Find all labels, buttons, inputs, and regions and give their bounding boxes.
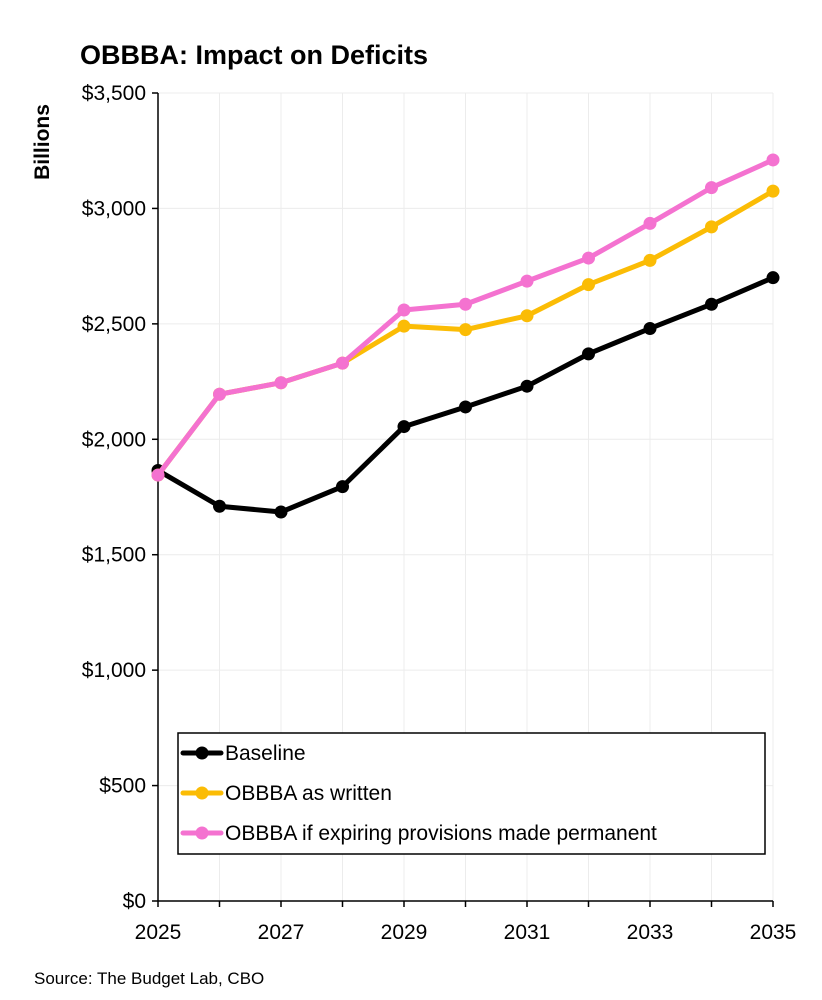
x-tick-label: 2025 bbox=[135, 921, 182, 944]
data-point bbox=[766, 184, 780, 198]
data-point bbox=[520, 309, 534, 323]
data-point bbox=[582, 251, 595, 265]
legend-label: Baseline bbox=[225, 742, 306, 765]
legend-swatch-marker bbox=[195, 746, 209, 760]
legend-box bbox=[177, 732, 766, 855]
data-point bbox=[705, 220, 718, 234]
data-point bbox=[397, 319, 411, 333]
x-tick-label: 2027 bbox=[258, 921, 305, 944]
y-tick-label: $1,000 bbox=[82, 659, 146, 682]
data-point bbox=[643, 321, 657, 335]
data-point bbox=[582, 278, 595, 292]
data-point bbox=[459, 400, 472, 414]
axes: $0 $500 $1,000 $1,500 $2,000 $2,500 $3,000 $3,5… bbox=[31, 82, 796, 944]
chart-title: OBBBA: Impact on Deficits bbox=[80, 40, 429, 70]
data-point bbox=[336, 356, 349, 370]
data-point bbox=[643, 253, 657, 267]
data-point bbox=[274, 505, 288, 519]
series-lines bbox=[151, 153, 780, 519]
y-tick-label: $2,000 bbox=[82, 428, 146, 451]
data-point bbox=[459, 323, 472, 337]
y-tick-label: $3,000 bbox=[82, 197, 146, 220]
x-tick-label: 2029 bbox=[381, 921, 428, 944]
x-tick-label: 2035 bbox=[750, 921, 797, 944]
y-tick-label: $1,500 bbox=[82, 544, 146, 567]
legend-label: OBBBA as written bbox=[225, 782, 392, 805]
data-point bbox=[766, 153, 780, 167]
data-point bbox=[705, 297, 718, 311]
y-tick-label: $500 bbox=[99, 775, 146, 798]
data-point bbox=[397, 303, 411, 317]
x-tick-label: 2031 bbox=[504, 921, 551, 944]
series-2 bbox=[151, 153, 780, 482]
data-point bbox=[336, 480, 349, 494]
y-tick-label: $2,500 bbox=[82, 313, 146, 336]
data-point bbox=[397, 420, 411, 434]
y-tick-label: $3,500 bbox=[82, 82, 146, 105]
data-point bbox=[766, 271, 780, 285]
data-point bbox=[274, 376, 288, 390]
data-point bbox=[459, 297, 472, 311]
data-point bbox=[213, 499, 226, 513]
data-point bbox=[151, 468, 165, 482]
data-point bbox=[582, 347, 595, 361]
y-tick-label: $0 bbox=[123, 890, 146, 913]
x-tick-label: 2033 bbox=[627, 921, 674, 944]
data-point bbox=[213, 387, 226, 401]
data-point bbox=[520, 274, 534, 288]
legend: Baseline OBBBA as written OBBBA if expirin… bbox=[177, 732, 766, 855]
y-axis-title: Billions bbox=[31, 104, 54, 180]
legend-swatch-marker bbox=[195, 826, 209, 840]
legend-label: OBBBA if expiring provisions made perman… bbox=[225, 822, 657, 845]
data-point bbox=[705, 181, 718, 195]
legend-swatch-marker bbox=[195, 786, 209, 800]
data-point bbox=[643, 216, 657, 230]
source-note: Source: The Budget Lab, CBO bbox=[34, 969, 265, 988]
data-point bbox=[520, 379, 534, 393]
